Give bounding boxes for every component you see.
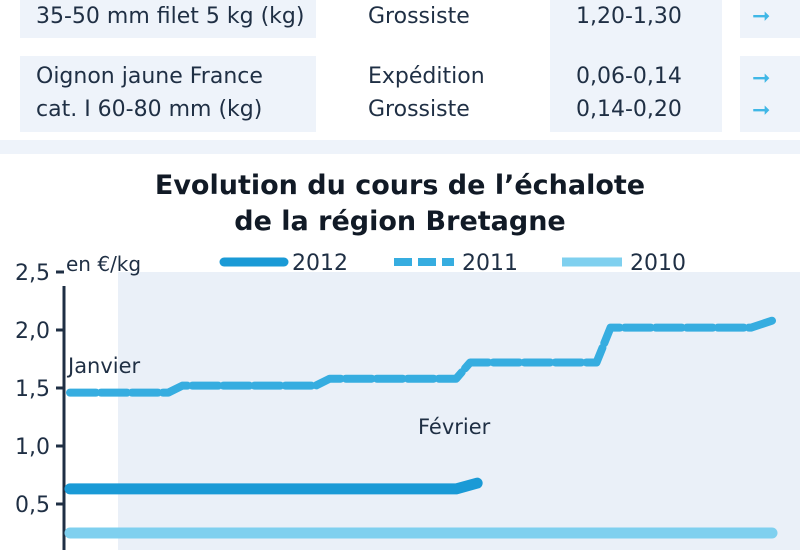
product-name: cat. I 60-80 mm (kg)	[36, 97, 263, 122]
table-cell-bg	[550, 0, 722, 38]
annotation-janvier: Janvier	[66, 354, 141, 378]
table-cell-bg	[740, 56, 800, 132]
y-tick-label: 0,5	[15, 493, 50, 518]
legend-label-2012: 2012	[292, 251, 348, 276]
chart-title-line-2: de la région Bretagne	[234, 206, 566, 237]
price-range: 0,06-0,14	[576, 64, 682, 89]
table-cell-bg	[550, 38, 722, 56]
right-arrow-icon: ➞	[752, 98, 771, 123]
product-name: 35-50 mm filet 5 kg (kg)	[36, 4, 305, 29]
table-bottom-band	[0, 140, 800, 154]
table-cell-bg	[20, 0, 316, 38]
y-tick-label: 1,0	[15, 435, 50, 460]
price-range: 1,20-1,30	[576, 4, 682, 29]
stage-label: Expédition	[368, 64, 485, 89]
y-axis-unit: en €/kg	[66, 252, 141, 276]
y-tick-label: 1,5	[15, 377, 50, 402]
price-table: 35-50 mm filet 5 kg (kg) Grossiste 1,20-…	[0, 0, 800, 150]
right-arrow-icon: ➞	[752, 4, 771, 29]
y-tick-label: 2,0	[15, 319, 50, 344]
plot-background	[118, 272, 800, 550]
product-name: Oignon jaune France	[36, 64, 263, 89]
table-cell-bg	[740, 0, 800, 38]
stage-label: Grossiste	[368, 97, 470, 122]
annotation-fevrier: Février	[418, 415, 491, 439]
price-range: 0,14-0,20	[576, 97, 682, 122]
y-tick-label: 2,5	[15, 261, 50, 286]
right-arrow-icon: ➞	[752, 66, 771, 91]
series-line-2012	[64, 477, 483, 495]
legend-label-2010: 2010	[630, 251, 686, 276]
table-cell-bg	[550, 56, 722, 132]
chart-title-line-1: Evolution du cours de l’échalote	[154, 170, 646, 201]
legend-label-2011: 2011	[462, 251, 518, 276]
legend: 2012 2011 2010	[219, 251, 686, 276]
series-line-2011	[66, 316, 776, 397]
table-cell-bg	[20, 56, 316, 132]
stage-label: Grossiste	[368, 4, 470, 29]
